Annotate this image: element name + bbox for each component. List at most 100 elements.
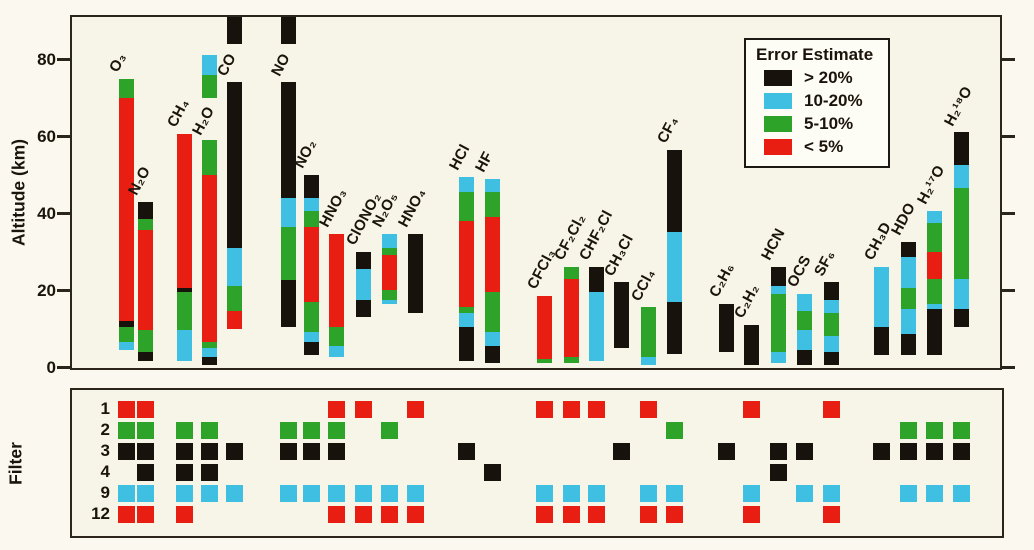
bar-segment-HF — [485, 192, 500, 217]
bar-segment-NO — [281, 17, 296, 44]
bar-segment-ClONO2 — [356, 299, 371, 317]
legend-swatch-red — [764, 139, 792, 155]
molecule-label-HNO3: HNO₃ — [315, 186, 350, 231]
legend-box: Error Estimate > 20% 10-20% 5-10% < 5% — [744, 38, 890, 168]
filter-square-CF2Cl2-f9 — [563, 484, 580, 502]
bar-segment-HCl — [459, 176, 474, 192]
filter-square-HNO4-f1 — [407, 400, 424, 418]
bar-segment-OCS — [797, 349, 812, 366]
bar-segment-C2H6 — [719, 303, 734, 352]
y-tick-left-40 — [57, 212, 70, 216]
filter-square-HNO3-f9 — [328, 484, 345, 502]
filter-square-NO-f3 — [280, 442, 297, 460]
bar-segment-NO — [281, 197, 296, 227]
filter-square-CHF2Cl-f9 — [588, 484, 605, 502]
bar-segment-CO — [227, 17, 242, 44]
bar-segment-HNO3 — [329, 345, 344, 358]
filter-square-NO-f9 — [280, 484, 297, 502]
bar-segment-CF2Cl2 — [564, 278, 579, 358]
bar-segment-N2O — [138, 330, 153, 352]
filter-row-label-4: 4 — [100, 462, 110, 481]
bar-segment-NO2 — [304, 342, 319, 356]
filter-square-OCS-f3 — [796, 442, 813, 460]
legend-entry-black: > 20% — [764, 68, 880, 88]
filter-square-CO-f9 — [226, 484, 243, 502]
filter-square-CH4-f3 — [176, 442, 193, 460]
bar-segment-HCl — [459, 326, 474, 362]
bar-segment-HDO — [901, 334, 916, 356]
bar-segment-N2O — [138, 201, 153, 219]
bar-segment-SF6 — [824, 282, 839, 300]
bar-segment-NO2 — [304, 332, 319, 342]
bar-segment-H2-18O — [954, 309, 969, 327]
bar-segment-HNO3 — [329, 234, 344, 327]
bar-segment-HNO3 — [329, 326, 344, 346]
bar-segment-HF — [485, 345, 500, 364]
bar-segment-HF — [485, 178, 500, 192]
bar-segment-N2O — [138, 218, 153, 231]
bar-segment-OCS — [797, 330, 812, 350]
bar-segment-SF6 — [824, 299, 839, 314]
filter-square-CO-f3 — [226, 442, 243, 460]
bar-segment-CO — [227, 82, 242, 248]
bar-segment-H2-17O — [927, 251, 942, 279]
bar-segment-N2O5 — [382, 255, 397, 291]
molecule-label-HDO: HDO — [887, 200, 919, 239]
bar-segment-CH4 — [177, 292, 192, 331]
y-tick-label-40: 40 — [37, 203, 56, 223]
bar-segment-NO2 — [304, 174, 319, 198]
bar-segment-CO — [227, 311, 242, 329]
bar-segment-H2O — [202, 140, 217, 175]
filter-square-CF2Cl2-f1 — [563, 400, 580, 418]
filter-square-HNO3-f2 — [328, 421, 345, 439]
filter-square-CHF2Cl-f1 — [588, 400, 605, 418]
filter-square-N2O5-f9 — [381, 484, 398, 502]
filter-square-N2O-f4 — [137, 463, 154, 481]
filter-square-C2H2-f12 — [743, 505, 760, 523]
bar-segment-NO2 — [304, 211, 319, 227]
bar-segment-CH3D — [874, 267, 889, 327]
bar-segment-NO — [281, 82, 296, 198]
legend-label-black: > 20% — [804, 68, 853, 87]
bar-segment-O3 — [119, 326, 134, 342]
filter-square-HDO-f3 — [900, 442, 917, 460]
bar-segment-CO — [227, 286, 242, 312]
bar-segment-HCl — [459, 192, 474, 221]
filter-square-CCl4-f12 — [640, 505, 657, 523]
bar-segment-HCN — [771, 351, 786, 364]
bars-layer: Error Estimate > 20% 10-20% 5-10% < 5% O₃ N₂… — [72, 17, 1000, 368]
bar-segment-ClONO2 — [356, 251, 371, 269]
legend-entry-cyan: 10-20% — [764, 91, 880, 111]
bar-segment-HCl — [459, 313, 474, 327]
bar-segment-N2O5 — [382, 299, 397, 304]
filter-square-SF6-f9 — [823, 484, 840, 502]
bar-segment-HCN — [771, 286, 786, 294]
bar-segment-CHF2Cl — [589, 267, 604, 292]
molecule-label-HNO4: HNO₄ — [394, 186, 429, 231]
molecule-label-H2-17O: H₂¹⁷O — [913, 162, 948, 208]
filter-square-ClONO2-f9 — [355, 484, 372, 502]
filter-square-O3-f2 — [118, 421, 135, 439]
filter-square-NO2-f3 — [303, 442, 320, 460]
filter-row-label-2: 2 — [100, 420, 110, 439]
bar-segment-H2-17O — [927, 309, 942, 356]
bar-segment-NO2 — [304, 197, 319, 212]
filter-square-HDO-f9 — [900, 484, 917, 502]
filter-square-CF4-f12 — [666, 505, 683, 523]
bar-segment-H2O — [202, 342, 217, 348]
molecule-label-C2H6: C₂H₆ — [705, 259, 738, 300]
bar-segment-NO — [281, 280, 296, 327]
bar-segment-CO — [227, 247, 242, 287]
bar-segment-CF4 — [667, 301, 682, 354]
bar-segment-HDO — [901, 242, 916, 258]
filter-row-label-1: 1 — [100, 399, 110, 418]
filter-square-HNO3-f1 — [328, 400, 345, 418]
bar-segment-H2-17O — [927, 303, 942, 310]
filter-square-O3-f3 — [118, 442, 135, 460]
filter-square-CF2Cl2-f12 — [563, 505, 580, 523]
bar-segment-H2-18O — [954, 188, 969, 279]
filter-square-CCl4-f1 — [640, 400, 657, 418]
filter-square-O3-f1 — [118, 400, 135, 418]
bar-segment-NO2 — [304, 301, 319, 333]
bar-segment-O3 — [119, 97, 134, 321]
